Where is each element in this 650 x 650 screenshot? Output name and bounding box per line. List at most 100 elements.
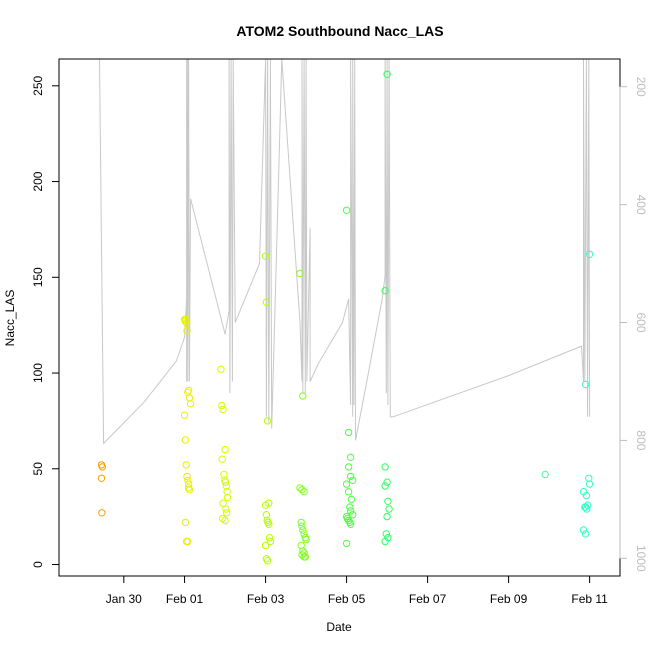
data-point-3-8 bbox=[265, 520, 273, 528]
data-point-0-2 bbox=[97, 474, 106, 482]
data-point-1-7 bbox=[185, 394, 194, 402]
data-point-4-16 bbox=[301, 553, 309, 561]
data-point-5-8 bbox=[347, 495, 356, 504]
data-point-2-12 bbox=[222, 505, 230, 513]
data-point-1-13 bbox=[184, 476, 192, 484]
data-point-2-10 bbox=[223, 493, 232, 502]
x-tick-label-5: Feb 09 bbox=[490, 592, 528, 606]
data-point-1-11 bbox=[182, 461, 190, 469]
data-point-4-4 bbox=[300, 488, 308, 496]
data-point-3-9 bbox=[265, 534, 274, 542]
data-point-4-13 bbox=[300, 549, 308, 557]
data-point-1-10 bbox=[181, 436, 190, 444]
data-point-1-9 bbox=[180, 411, 189, 419]
chart-title: ATOM2 Southbound Nacc_LAS bbox=[236, 23, 443, 39]
data-point-3-5 bbox=[262, 511, 271, 519]
y-axis: 0 50 100 150 200 250 bbox=[31, 75, 60, 568]
data-point-1-2 bbox=[182, 319, 191, 327]
data-point-6-4 bbox=[381, 482, 389, 490]
data-point-3-10 bbox=[266, 537, 275, 546]
data-point-3-11 bbox=[261, 541, 270, 550]
data-point-5-1 bbox=[344, 428, 353, 437]
x-axis: Jan 30 Feb 01 Feb 03 Feb 05 Feb 07 Feb 09 Feb … bbox=[106, 575, 608, 606]
data-point-2-0 bbox=[217, 365, 225, 373]
data-point-8-8 bbox=[581, 503, 590, 511]
data-point-5-14 bbox=[344, 516, 353, 525]
data-point-2-1 bbox=[218, 401, 226, 410]
altitude-trace-line bbox=[99, 58, 591, 445]
y-tick-label-2: 100 bbox=[31, 363, 45, 383]
data-point-4-0 bbox=[296, 269, 304, 278]
data-point-5-2 bbox=[346, 453, 355, 461]
data-point-4-10 bbox=[302, 535, 310, 544]
data-point-5-7 bbox=[344, 488, 353, 496]
x-tick-label-6: Feb 11 bbox=[571, 592, 608, 606]
data-point-6-8 bbox=[382, 530, 390, 538]
data-point-5-4 bbox=[346, 472, 355, 481]
data-point-0-1 bbox=[98, 463, 107, 471]
data-point-3-1 bbox=[262, 298, 271, 306]
data-point-3-0 bbox=[261, 252, 270, 260]
data-point-6-1 bbox=[381, 287, 389, 295]
y2-tick-label-1: 400 bbox=[634, 195, 648, 215]
data-point-3-4 bbox=[261, 501, 270, 509]
data-point-8-0 bbox=[585, 250, 594, 259]
data-point-0-3 bbox=[98, 509, 106, 517]
y-tick-label-5: 250 bbox=[31, 75, 45, 95]
x-axis-label: Date bbox=[326, 620, 352, 634]
data-point-5-5 bbox=[349, 476, 357, 484]
data-point-2-13 bbox=[223, 509, 231, 517]
data-point-8-3 bbox=[585, 480, 594, 488]
y2-tick-label-4: 1000 bbox=[634, 545, 648, 572]
data-point-2-9 bbox=[223, 488, 231, 496]
data-point-2-2 bbox=[219, 405, 227, 414]
data-point-6-7 bbox=[383, 512, 391, 521]
data-point-3-12 bbox=[262, 555, 271, 563]
data-point-6-3 bbox=[383, 478, 391, 486]
altitude-trace-layer bbox=[99, 58, 591, 445]
data-point-6-0 bbox=[383, 70, 391, 79]
data-point-5-3 bbox=[344, 463, 353, 471]
plot-frame bbox=[58, 58, 621, 577]
data-point-4-1 bbox=[299, 392, 307, 400]
data-point-1-8 bbox=[186, 400, 195, 408]
data-point-5-0 bbox=[342, 206, 351, 215]
data-point-8-1 bbox=[581, 380, 590, 389]
data-point-8-9 bbox=[583, 505, 591, 513]
data-point-4-5 bbox=[297, 518, 305, 527]
data-point-2-5 bbox=[220, 470, 228, 479]
data-point-5-10 bbox=[346, 507, 355, 515]
data-point-4-6 bbox=[298, 522, 306, 530]
y-tick-label-1: 50 bbox=[31, 462, 45, 476]
y2-tick-label-3: 800 bbox=[634, 430, 648, 450]
data-point-1-14 bbox=[184, 480, 193, 488]
data-point-7-0 bbox=[541, 470, 549, 479]
data-point-5-13 bbox=[343, 514, 352, 523]
x-tick-label-4: Feb 07 bbox=[409, 592, 447, 606]
y-tick-label-3: 150 bbox=[31, 267, 45, 287]
data-point-1-3 bbox=[182, 315, 190, 324]
data-point-1-17 bbox=[181, 518, 190, 527]
data-point-1-16 bbox=[185, 486, 194, 494]
data-point-3-13 bbox=[263, 557, 272, 565]
y-axis-label: Nacc_LAS bbox=[3, 290, 17, 347]
data-point-1-4 bbox=[183, 327, 191, 335]
x-tick-label-2: Feb 03 bbox=[247, 592, 285, 606]
x-tick-label-0: Jan 30 bbox=[106, 592, 142, 606]
data-point-6-5 bbox=[384, 497, 392, 505]
data-point-2-11 bbox=[219, 499, 227, 507]
y2-axis: 200 400 600 800 1000 bbox=[619, 77, 648, 572]
data-point-6-10 bbox=[381, 537, 389, 546]
data-point-6-6 bbox=[385, 505, 393, 513]
data-point-2-8 bbox=[222, 482, 231, 490]
data-point-5-6 bbox=[342, 480, 351, 488]
data-point-8-5 bbox=[582, 491, 591, 500]
y-tick-label-4: 200 bbox=[31, 171, 45, 191]
points-layer bbox=[97, 70, 594, 565]
y2-tick-label-0: 200 bbox=[634, 77, 648, 97]
data-point-2-7 bbox=[221, 478, 230, 486]
y-tick-label-0: 0 bbox=[31, 561, 45, 568]
data-point-1-19 bbox=[184, 537, 192, 546]
data-point-4-2 bbox=[296, 484, 304, 492]
